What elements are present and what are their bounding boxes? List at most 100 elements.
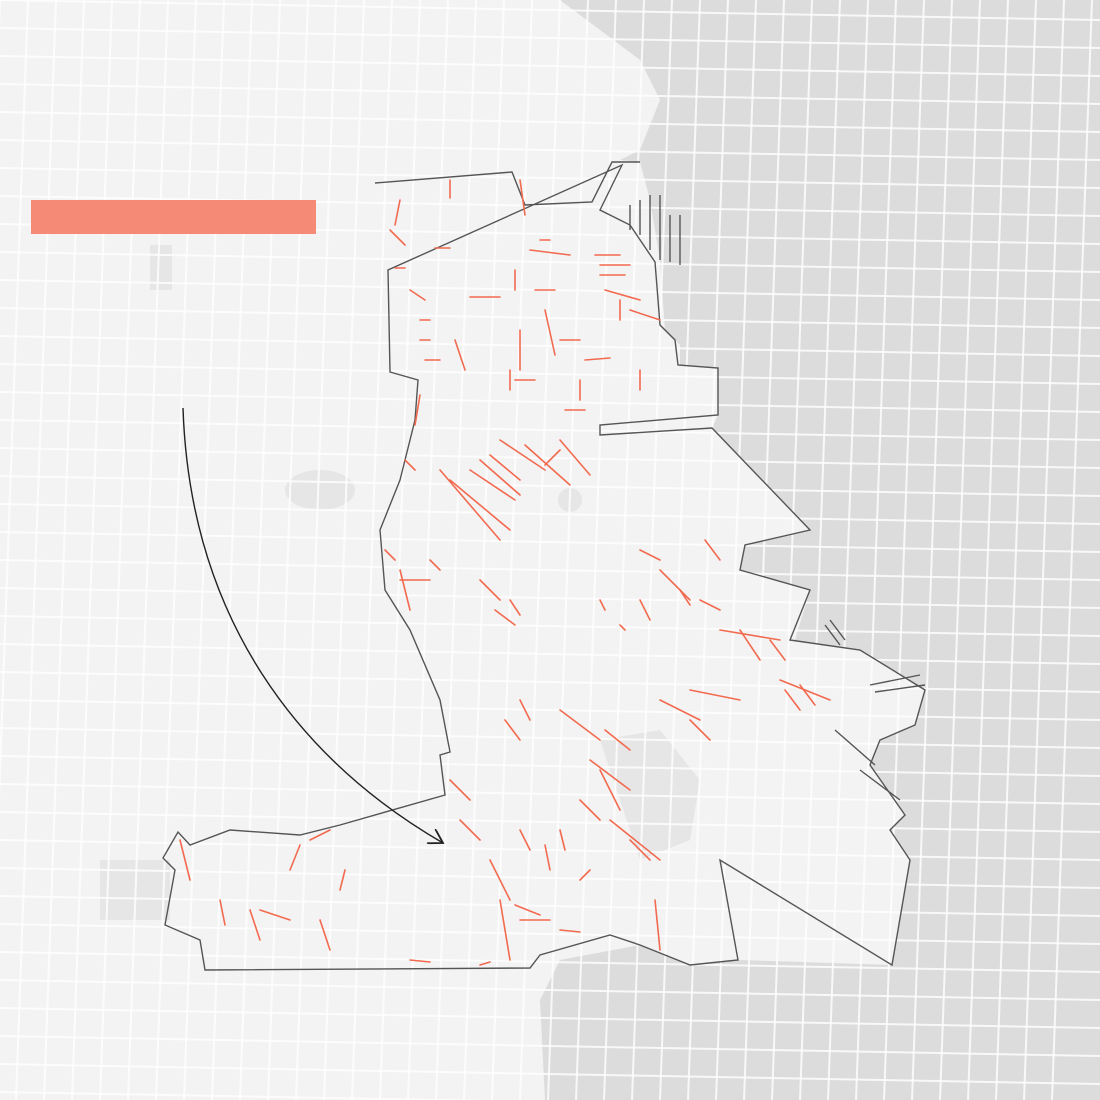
street (0, 335, 1100, 357)
street (0, 1091, 496, 1100)
street (0, 727, 1100, 749)
street (1023, 0, 1065, 1100)
street (323, 0, 365, 1100)
highlighted-segment (449, 479, 511, 531)
highlighted-segment (679, 589, 691, 606)
highlighted-segment (609, 819, 661, 861)
highlighted-segment (459, 819, 481, 841)
street (855, 0, 897, 1100)
highlighted-segment (739, 629, 761, 661)
street (0, 559, 1100, 581)
street (631, 0, 673, 1100)
highlighted-street-segments (179, 179, 831, 966)
street (659, 0, 701, 1100)
street (127, 0, 169, 1100)
highlighted-segment (399, 569, 411, 611)
street (995, 0, 1037, 1100)
street (743, 0, 785, 1100)
highlighted-segment (629, 839, 651, 861)
highlighted-segment (659, 699, 701, 721)
legend-bar (31, 200, 316, 234)
highlighted-segment (604, 289, 641, 301)
street (0, 979, 1100, 1001)
street (0, 867, 1100, 889)
highlighted-segment (514, 904, 541, 916)
highlighted-segment (629, 309, 661, 321)
callout-arrow (182, 407, 443, 843)
street (0, 447, 1100, 469)
street (407, 0, 449, 1100)
street (0, 615, 1100, 637)
highlighted-segment (544, 309, 556, 356)
highlighted-segment (259, 909, 291, 921)
street (0, 139, 1100, 161)
street (0, 923, 1100, 945)
highlighted-segment (479, 459, 521, 496)
district-boundary[interactable] (162, 161, 926, 971)
street (0, 671, 1100, 693)
street (0, 643, 1100, 665)
street (0, 0, 29, 798)
street (0, 811, 1100, 833)
street (267, 0, 309, 1100)
street (99, 0, 141, 1100)
highlighted-segment (689, 719, 711, 741)
street (0, 587, 1100, 609)
highlighted-segment (494, 609, 516, 626)
highlighted-segment (559, 929, 581, 933)
street (155, 0, 197, 1100)
highlighted-segment (659, 569, 691, 601)
highlighted-segment (704, 539, 721, 561)
street (463, 0, 505, 1100)
highlighted-segment (439, 469, 501, 541)
street (0, 783, 1100, 805)
highlighted-segment (339, 869, 346, 891)
highlighted-segment (589, 759, 631, 791)
highlighted-segment (409, 959, 431, 963)
highlighted-segment (799, 684, 816, 706)
street (0, 531, 1100, 553)
street (911, 0, 953, 1100)
highlighted-segment (384, 549, 396, 561)
highlighted-segment (309, 829, 331, 841)
street (351, 0, 393, 1100)
highlighted-segment (289, 844, 301, 871)
street (575, 0, 617, 1100)
piers (629, 195, 926, 801)
highlighted-segment (559, 439, 591, 476)
street (0, 1063, 1100, 1085)
highlighted-segment (504, 719, 521, 741)
highlighted-segment (699, 599, 721, 611)
highlighted-segment (489, 454, 521, 481)
street (71, 0, 113, 1100)
street (0, 111, 1100, 133)
highlighted-segment (409, 289, 426, 301)
street (0, 55, 1100, 77)
highlighted-segment (429, 559, 441, 571)
highlighted-segment (499, 899, 511, 961)
street (519, 0, 561, 1100)
highlighted-segment (719, 629, 781, 641)
highlighted-segment (479, 961, 491, 966)
street (379, 0, 421, 1100)
street (1051, 0, 1093, 1100)
highlighted-segment (579, 869, 591, 881)
street (491, 0, 533, 1100)
street (715, 0, 757, 1100)
highlighted-segment (559, 829, 566, 851)
street (0, 1007, 1100, 1029)
street (827, 0, 869, 1100)
highlighted-segment (559, 709, 601, 741)
street (0, 83, 1100, 105)
street (603, 0, 645, 1100)
street (0, 755, 1100, 777)
highlighted-segment (469, 469, 516, 501)
highlighted-segment (604, 729, 631, 751)
street (0, 27, 1100, 49)
highlighted-segment (394, 199, 401, 226)
street (295, 0, 337, 1100)
street (0, 391, 1100, 413)
